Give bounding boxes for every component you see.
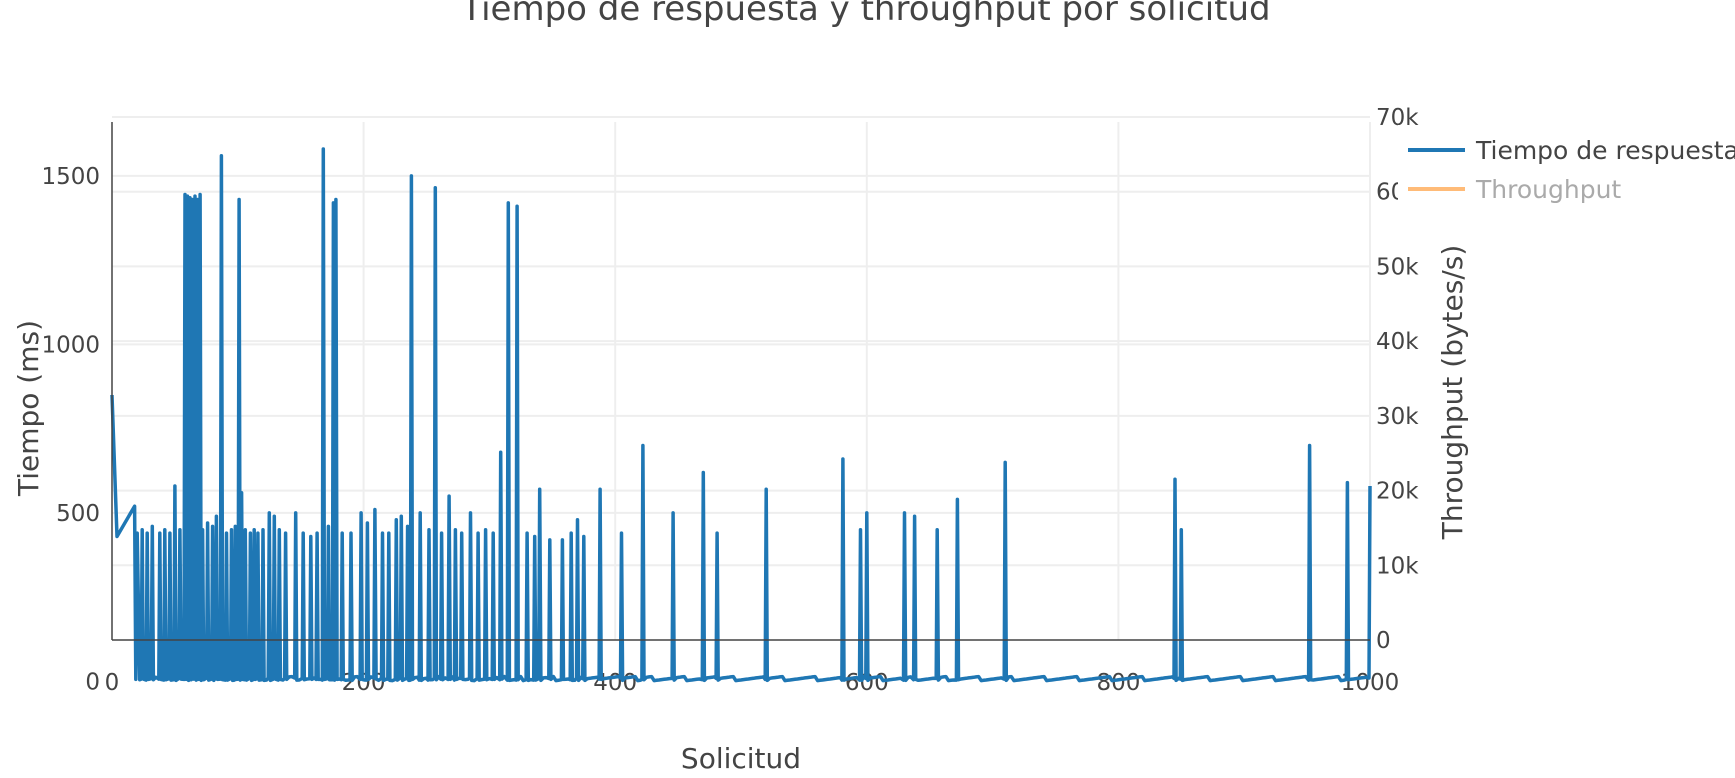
y2-tick-label-0: 0 xyxy=(1376,628,1391,654)
y2-tick-label-20k: 20k xyxy=(1376,479,1419,505)
y-tick-label-0: 0 xyxy=(85,669,100,695)
x-tick-label-800: 800 xyxy=(1096,670,1140,696)
y2-tick-label-30k: 30k xyxy=(1376,404,1419,430)
chart-title: Tiempo de respuesta y throughput por sol… xyxy=(460,0,1270,29)
y2-axis-title: Throughput (bytes/s) xyxy=(1436,245,1469,541)
x-tick-label-0: 0 xyxy=(105,670,120,696)
x-axis-title: Solicitud xyxy=(681,742,801,775)
y-tick-label-500: 500 xyxy=(56,501,100,527)
y-tick-label-1500: 1500 xyxy=(41,164,100,190)
y2-tick-label-10k: 10k xyxy=(1376,553,1419,579)
legend-item-throughput[interactable]: Throughput xyxy=(1408,175,1621,204)
legend-item-response[interactable]: Tiempo de respuesta xyxy=(1408,136,1735,165)
y2-tick-label-40k: 40k xyxy=(1376,329,1419,355)
y-axis-title: Tiempo (ms) xyxy=(12,320,45,497)
series-line-tiempo-de-respuesta[interactable] xyxy=(110,147,1372,683)
y2-tick-label-50k: 50k xyxy=(1376,254,1419,280)
y-tick-label-1000: 1000 xyxy=(41,332,100,358)
legend-label-throughput: Throughput xyxy=(1475,175,1621,204)
legend-label-response: Tiempo de respuesta xyxy=(1475,136,1735,165)
legend-background xyxy=(1398,125,1735,210)
x-axis-ticks: 0 200 400 600 800 1000 xyxy=(105,670,1400,696)
y-axis-ticks: 0 500 1000 1500 xyxy=(41,164,100,695)
